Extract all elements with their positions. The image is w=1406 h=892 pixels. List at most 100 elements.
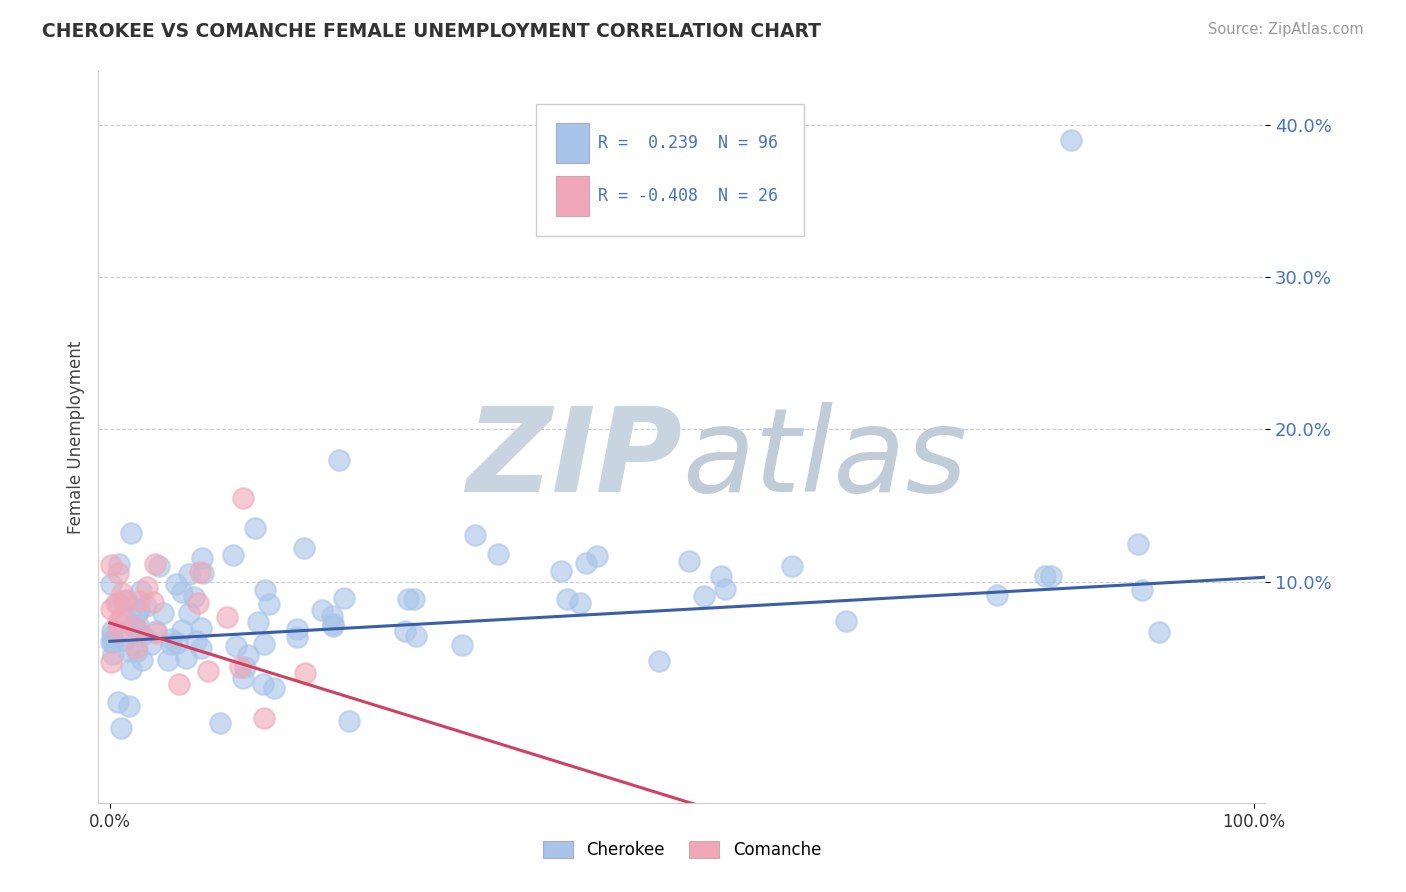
Point xyxy=(208,716,231,731)
Point xyxy=(450,639,472,653)
Point xyxy=(259,597,281,611)
Point xyxy=(186,634,208,648)
Point xyxy=(285,622,308,636)
Point xyxy=(152,607,174,621)
Point xyxy=(1130,583,1153,598)
Point xyxy=(159,636,181,650)
Point xyxy=(125,621,148,635)
Point xyxy=(145,625,167,640)
Point xyxy=(187,596,209,610)
Point xyxy=(337,714,360,729)
Point xyxy=(131,628,153,642)
Point xyxy=(100,655,122,669)
Point xyxy=(125,605,148,619)
Point xyxy=(193,566,215,580)
Point xyxy=(127,617,149,632)
Point xyxy=(285,630,308,644)
Point xyxy=(100,558,122,573)
Point xyxy=(1039,568,1062,582)
Point xyxy=(128,602,150,616)
Point xyxy=(145,558,167,572)
Point xyxy=(111,609,134,624)
Point xyxy=(129,583,152,598)
Point xyxy=(179,566,201,581)
Point xyxy=(225,639,247,653)
Point xyxy=(112,594,135,608)
Text: ZIP: ZIP xyxy=(465,401,682,516)
Point xyxy=(101,624,124,638)
Point xyxy=(834,614,856,628)
Point xyxy=(1033,569,1056,583)
Point xyxy=(107,596,129,610)
Point xyxy=(115,612,138,626)
Text: CHEROKEE VS COMANCHE FEMALE UNEMPLOYMENT CORRELATION CHART: CHEROKEE VS COMANCHE FEMALE UNEMPLOYMENT… xyxy=(42,22,821,41)
Text: R =  0.239  N = 96: R = 0.239 N = 96 xyxy=(598,134,778,152)
Point xyxy=(693,589,716,603)
Point xyxy=(233,659,256,673)
Point xyxy=(322,619,344,633)
Point xyxy=(232,491,254,505)
Point xyxy=(321,609,343,624)
Point xyxy=(110,721,132,735)
FancyBboxPatch shape xyxy=(555,122,589,163)
Point xyxy=(183,591,205,605)
Point xyxy=(104,596,127,610)
Point xyxy=(396,591,419,606)
Point xyxy=(247,615,270,629)
Point xyxy=(229,659,252,673)
Point xyxy=(405,629,427,643)
Point xyxy=(263,681,285,695)
Point xyxy=(107,566,129,580)
Point xyxy=(156,652,179,666)
Point xyxy=(167,677,190,691)
Point xyxy=(107,625,129,640)
Point xyxy=(136,580,159,594)
Point xyxy=(780,558,803,573)
Point xyxy=(101,629,124,643)
Point xyxy=(188,565,211,579)
Point xyxy=(714,582,737,597)
Point xyxy=(127,644,149,658)
Point xyxy=(292,541,315,555)
Text: atlas: atlas xyxy=(682,402,967,516)
Point xyxy=(190,621,212,635)
Point xyxy=(139,637,162,651)
Point xyxy=(253,710,276,724)
Legend: Cherokee, Comanche: Cherokee, Comanche xyxy=(534,833,830,868)
Point xyxy=(160,632,183,646)
Point xyxy=(166,636,188,650)
Point xyxy=(294,665,316,680)
Point xyxy=(678,554,700,568)
Point xyxy=(710,569,733,583)
Point xyxy=(172,623,194,637)
FancyBboxPatch shape xyxy=(536,104,804,235)
Point xyxy=(114,592,136,607)
Point xyxy=(125,640,148,655)
Point xyxy=(394,624,416,638)
Y-axis label: Female Unemployment: Female Unemployment xyxy=(66,341,84,533)
Point xyxy=(145,624,167,638)
Point xyxy=(174,650,197,665)
FancyBboxPatch shape xyxy=(555,176,589,216)
Point xyxy=(128,593,150,607)
Point xyxy=(100,601,122,615)
Point xyxy=(190,640,212,655)
Point xyxy=(253,637,276,651)
Point xyxy=(165,577,187,591)
Point xyxy=(1060,133,1083,147)
Point xyxy=(125,621,148,635)
Point xyxy=(121,619,143,633)
Point xyxy=(100,635,122,649)
Point xyxy=(172,585,194,599)
Point xyxy=(120,525,142,540)
Point xyxy=(232,671,254,685)
Point xyxy=(238,648,260,662)
Point xyxy=(142,594,165,608)
Point xyxy=(311,603,333,617)
Point xyxy=(118,644,141,658)
Point xyxy=(101,647,124,661)
Text: R = -0.408  N = 26: R = -0.408 N = 26 xyxy=(598,187,778,205)
Point xyxy=(107,615,129,630)
Point xyxy=(252,677,274,691)
Point xyxy=(215,610,238,624)
